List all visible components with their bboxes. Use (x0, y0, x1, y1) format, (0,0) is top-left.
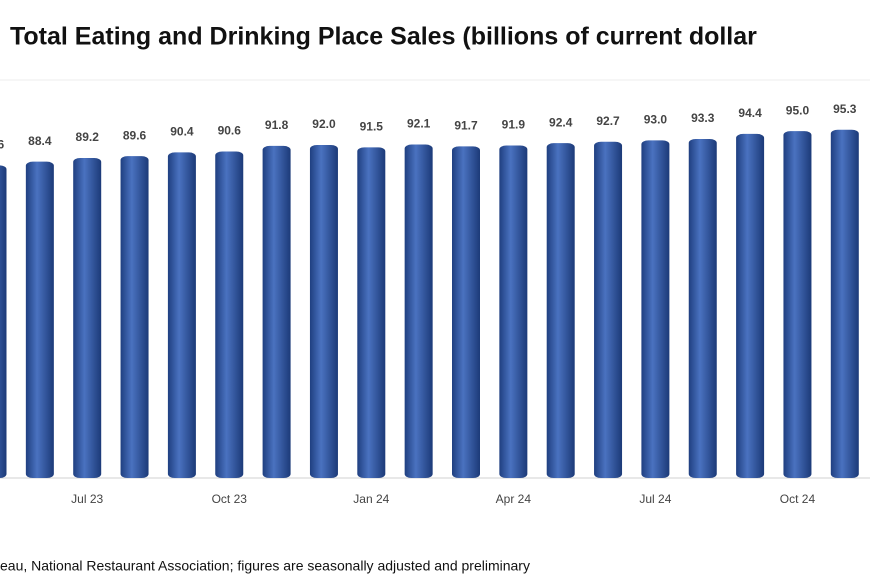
value-label: 95.3 (833, 102, 857, 116)
value-label: 93.3 (691, 111, 715, 125)
x-tick-label: Oct 24 (780, 492, 816, 506)
bar (357, 147, 386, 478)
value-label: 91.9 (502, 118, 526, 132)
value-label: 92.4 (549, 115, 573, 129)
bar (736, 133, 765, 478)
bar (499, 145, 528, 478)
bar (167, 152, 196, 478)
bar (641, 140, 670, 478)
bar (546, 143, 575, 478)
value-label: 91.7 (454, 119, 478, 133)
bar (309, 145, 338, 478)
bar (25, 161, 54, 478)
bar (688, 138, 717, 479)
x-tick-label: Jul 24 (639, 492, 671, 506)
source-note: eau, National Restaurant Association; fi… (0, 558, 530, 574)
value-label: 92.0 (312, 117, 336, 131)
bar (0, 165, 7, 478)
chart-title: Total Eating and Drinking Place Sales (b… (10, 23, 757, 51)
value-label: 91.8 (265, 118, 289, 132)
value-label: 92.1 (407, 117, 431, 131)
value-label: 88.4 (28, 134, 52, 148)
value-label: 93.0 (644, 113, 668, 127)
x-tick-label: Oct 23 (212, 492, 248, 506)
value-label: 87.6 (0, 138, 5, 152)
bar (783, 131, 812, 478)
bar (452, 146, 480, 478)
x-tick-label: Jan 24 (353, 492, 389, 506)
bar (404, 144, 433, 478)
value-label: 89.2 (76, 130, 100, 144)
x-tick-label: Jul 23 (71, 492, 103, 506)
value-label: 94.4 (738, 106, 762, 120)
value-label: 90.4 (170, 125, 194, 139)
value-label: 90.6 (218, 124, 242, 138)
bar (120, 156, 149, 478)
value-label: 89.6 (123, 128, 147, 142)
x-tick-label: Apr 24 (496, 492, 532, 506)
bar (594, 141, 623, 478)
value-label: 95.0 (786, 103, 810, 117)
bar (215, 151, 244, 478)
value-label: 92.7 (596, 114, 620, 128)
value-label: 91.5 (360, 119, 384, 133)
bar (73, 157, 102, 478)
bar (262, 145, 291, 479)
bar (830, 129, 859, 479)
